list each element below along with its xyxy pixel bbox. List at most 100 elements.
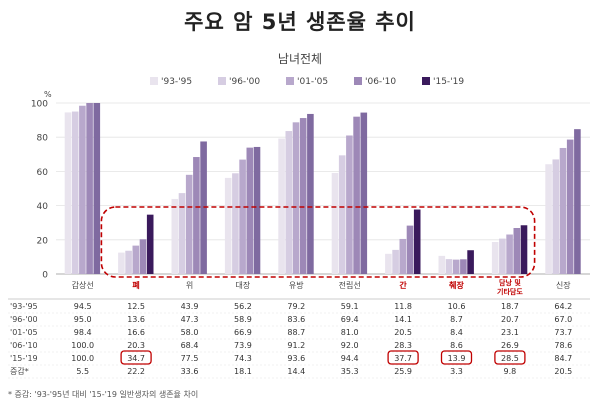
bar [331, 172, 339, 274]
bar [574, 129, 581, 274]
table-cell: 20.3 [127, 341, 145, 350]
table-cell: 18.1 [234, 367, 252, 376]
bar [118, 252, 125, 274]
footnote: * 증감: '93-'95년 대비 '15-'19 일반생자의 생존율 차이 [8, 390, 199, 399]
bar [460, 259, 467, 274]
category-label: 위 [186, 281, 193, 290]
table-cell: 59.1 [341, 302, 359, 311]
bar [178, 193, 186, 274]
bar [385, 253, 392, 274]
bar [438, 255, 446, 274]
table-row-label: '93-'95 [10, 302, 38, 311]
category-label: 기타담도 [497, 287, 523, 296]
table-cell: 18.7 [501, 302, 519, 311]
table-cell: 84.7 [554, 354, 572, 363]
table-row-label: '01-'05 [10, 328, 38, 337]
table-cell: 66.9 [234, 328, 252, 337]
legend-swatch [150, 77, 158, 85]
table-cell: 47.3 [181, 315, 199, 324]
table-cell: 81.0 [341, 328, 359, 337]
bar [285, 131, 293, 274]
table-cell: 25.9 [394, 367, 412, 376]
bar [93, 103, 101, 274]
table-cell: 88.7 [287, 328, 305, 337]
table-cell: 23.1 [501, 328, 519, 337]
bar [246, 147, 254, 274]
bar [353, 116, 360, 275]
bar [413, 209, 421, 274]
bar [64, 112, 72, 274]
bar [506, 234, 513, 274]
bar [559, 147, 567, 274]
table-cell: 67.0 [554, 315, 572, 324]
table-cell: 13.6 [127, 315, 145, 324]
table-cell: 58.9 [234, 315, 252, 324]
bar [566, 139, 574, 274]
table-cell: 20.5 [394, 328, 412, 337]
y-tick-label: 60 [37, 168, 49, 178]
bar [292, 122, 300, 274]
category-label: 대장 [236, 280, 251, 290]
highlighted-value-box [120, 350, 152, 365]
table-cell: 33.6 [181, 367, 199, 376]
y-tick-label: 20 [37, 236, 49, 246]
bar [499, 238, 506, 274]
table-cell: 69.4 [341, 315, 359, 324]
table-cell: 92.0 [341, 341, 359, 350]
table-cell: 9.8 [504, 367, 517, 376]
table-cell: 74.3 [234, 354, 252, 363]
bar [307, 113, 314, 274]
bar [338, 155, 346, 274]
bar [146, 214, 154, 274]
legend-swatch [422, 77, 430, 85]
table-cell: 34.7 [127, 354, 145, 363]
bar [171, 198, 179, 274]
table-cell: 22.2 [127, 367, 145, 376]
bar [513, 228, 521, 274]
bar [491, 242, 499, 274]
bar [467, 250, 474, 274]
category-label: 유방 [289, 280, 304, 290]
table-cell: 56.2 [234, 302, 252, 311]
table-cell: 95.0 [74, 315, 92, 324]
y-tick-label: 80 [37, 134, 49, 144]
table-cell: 8.4 [450, 328, 463, 337]
highlighted-value-box [387, 350, 419, 365]
bar [79, 105, 86, 275]
table-row-label: '15-'19 [10, 354, 38, 363]
category-label: 췌장 [449, 280, 464, 290]
bar [452, 259, 460, 274]
legend-swatch [218, 77, 226, 85]
table-cell: 3.3 [450, 367, 463, 376]
table-cell: 58.0 [181, 328, 199, 337]
table-cell: 43.9 [181, 302, 199, 311]
table-cell: 100.0 [71, 341, 94, 350]
legend-label: '06-'10 [365, 77, 396, 87]
y-tick-label: 40 [37, 202, 49, 212]
table-row-label: 증감* [10, 366, 29, 376]
table-cell: 68.4 [181, 341, 199, 350]
y-axis-unit: % [44, 90, 52, 99]
table-cell: 73.7 [554, 328, 572, 337]
bar [545, 164, 552, 274]
chart-subtitle: 남녀전체 [277, 52, 323, 66]
table-cell: 73.9 [234, 341, 252, 350]
table-cell: 79.2 [287, 302, 305, 311]
category-label: 폐 [132, 280, 139, 290]
bar [299, 118, 307, 274]
table-cell: 5.5 [76, 367, 89, 376]
category-label: 간 [399, 280, 407, 290]
bar [360, 112, 368, 275]
y-tick-label: 0 [42, 271, 48, 281]
legend-label: '93-'95 [161, 77, 192, 87]
legend-swatch [286, 77, 294, 85]
table-cell: 94.5 [74, 302, 92, 311]
highlighted-value-box [440, 350, 473, 365]
table-cell: 78.6 [554, 341, 572, 350]
table-cell: 35.3 [341, 367, 359, 376]
bar [520, 225, 528, 274]
bar [278, 138, 285, 274]
bar [132, 245, 140, 274]
